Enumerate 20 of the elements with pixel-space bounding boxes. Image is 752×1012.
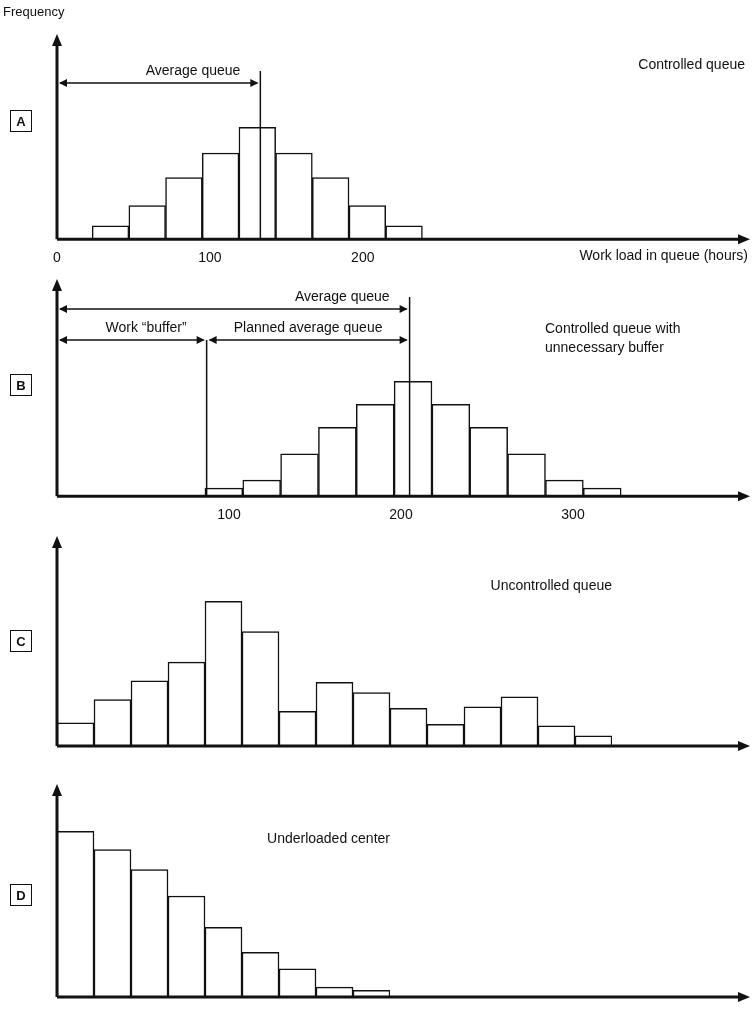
x-axis-title: Work load in queue (hours) xyxy=(579,247,748,264)
x-tick-label: 200 xyxy=(389,506,413,523)
chart-title: Underloaded center xyxy=(267,829,390,848)
x-tick-label: 100 xyxy=(198,249,222,266)
x-tick-label: 200 xyxy=(351,249,375,266)
chart-title: Controlled queue xyxy=(638,55,745,74)
ref-line-label: Average queue xyxy=(145,62,241,78)
chart-subtitle: B xyxy=(10,374,32,396)
x-tick-label: 0 xyxy=(53,249,62,266)
ref-line-label: Work “buffer” xyxy=(105,319,187,335)
ref-line-label: Average queue xyxy=(294,288,390,304)
chart-subtitle: A xyxy=(10,110,32,132)
x-tick-label: 100 xyxy=(217,506,241,523)
text: D xyxy=(10,884,32,906)
text: C xyxy=(10,630,32,652)
x-tick-label: 300 xyxy=(561,506,585,523)
text: Planned average queue xyxy=(233,319,383,335)
y-axis-title: Frequency xyxy=(3,4,65,19)
chart-title: Uncontrolled queue xyxy=(490,576,612,595)
chart-title: Controlled queue with unnecessary buffer xyxy=(545,319,682,357)
